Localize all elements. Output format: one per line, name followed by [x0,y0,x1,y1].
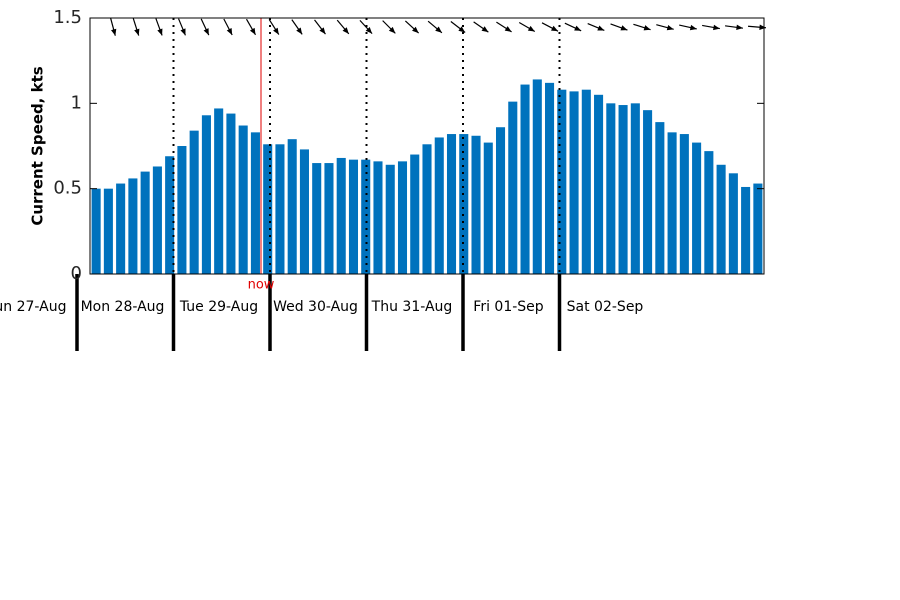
bar [557,89,567,275]
bar [189,130,199,274]
arrow-head [249,27,256,35]
arrow-head [551,25,558,32]
bar [312,163,322,274]
arrow-head [597,25,605,31]
arrow-head [689,24,697,31]
bar [361,159,371,274]
bar [152,166,162,274]
bar [275,144,285,274]
bar [385,164,395,274]
bar [483,142,493,274]
bar [728,173,738,274]
bar [201,115,211,274]
bar [140,171,150,274]
arrow-head [759,24,766,30]
bar [238,125,248,275]
bar [165,156,175,274]
arrow-head [388,26,396,34]
bar [116,183,126,274]
bar [581,89,591,275]
y-axis-label: Current Speed, kts [29,66,47,225]
bar [263,144,273,274]
arrow-head [481,26,489,33]
bar [177,146,187,274]
bar [128,178,138,274]
day-label: Fri 01-Sep [473,299,543,315]
bar [643,110,653,274]
bar [459,134,469,274]
arrow-head [736,24,743,31]
arrow-head [226,28,233,35]
bar [373,161,383,274]
bar [434,137,444,274]
day-label: Sat 02-Sep [567,299,644,315]
bar [410,154,420,274]
now-label: now [248,278,275,293]
bar [336,157,346,274]
arrow-head [527,25,535,32]
arrow-head [157,28,163,36]
bar [446,134,457,274]
arrow-head [273,27,279,35]
bar [655,122,665,275]
arrow-head [504,26,512,32]
arrow-head [180,28,186,36]
bar [716,164,726,274]
arrow-head [412,26,419,34]
day-label: Sun 27-Aug [0,299,66,315]
arrow-head [296,27,303,35]
bar [704,151,714,274]
bar [508,101,518,274]
day-label: Mon 28-Aug [81,299,165,315]
arrow-head [111,28,117,36]
bar [324,163,334,274]
arrow-head [203,28,209,36]
day-label: Tue 29-Aug [179,299,258,315]
bar [299,149,309,274]
bar [618,105,628,274]
bar [630,103,640,274]
bar [569,91,579,275]
arrow-head [458,26,466,33]
bar [753,183,763,274]
y-tick-label: 1 [71,92,82,113]
bar [348,159,359,274]
bar [226,113,236,274]
bar [532,79,542,274]
y-tick-label: 1.5 [53,7,82,28]
bar [594,94,604,274]
bar [520,84,530,274]
day-label: Thu 31-Aug [371,299,453,315]
arrow-head [643,25,651,31]
bar [397,161,408,274]
bar [91,188,101,274]
arrow-head [666,25,674,31]
arrow-head [134,28,140,36]
bar [679,134,689,274]
arrow-head [319,27,326,35]
bar [422,144,432,274]
bar [287,139,297,274]
plot-frame [89,17,765,275]
arrow-head [435,26,442,33]
bar [471,135,481,274]
bar [250,132,260,274]
arrow-head [713,24,720,31]
arrow-head [365,27,373,34]
day-label: Wed 30-Aug [273,299,358,315]
bar [692,142,702,274]
arrow-head [574,25,582,31]
arrow-head [620,25,628,31]
y-tick-label: 0.5 [53,178,82,199]
y-tick-label: 0 [71,263,82,284]
bar [495,127,506,274]
arrow-head [342,27,349,34]
bar [606,103,616,274]
bar [545,82,555,274]
bar [741,186,751,274]
bar [103,188,113,274]
bar [214,108,224,274]
bar [667,132,677,274]
